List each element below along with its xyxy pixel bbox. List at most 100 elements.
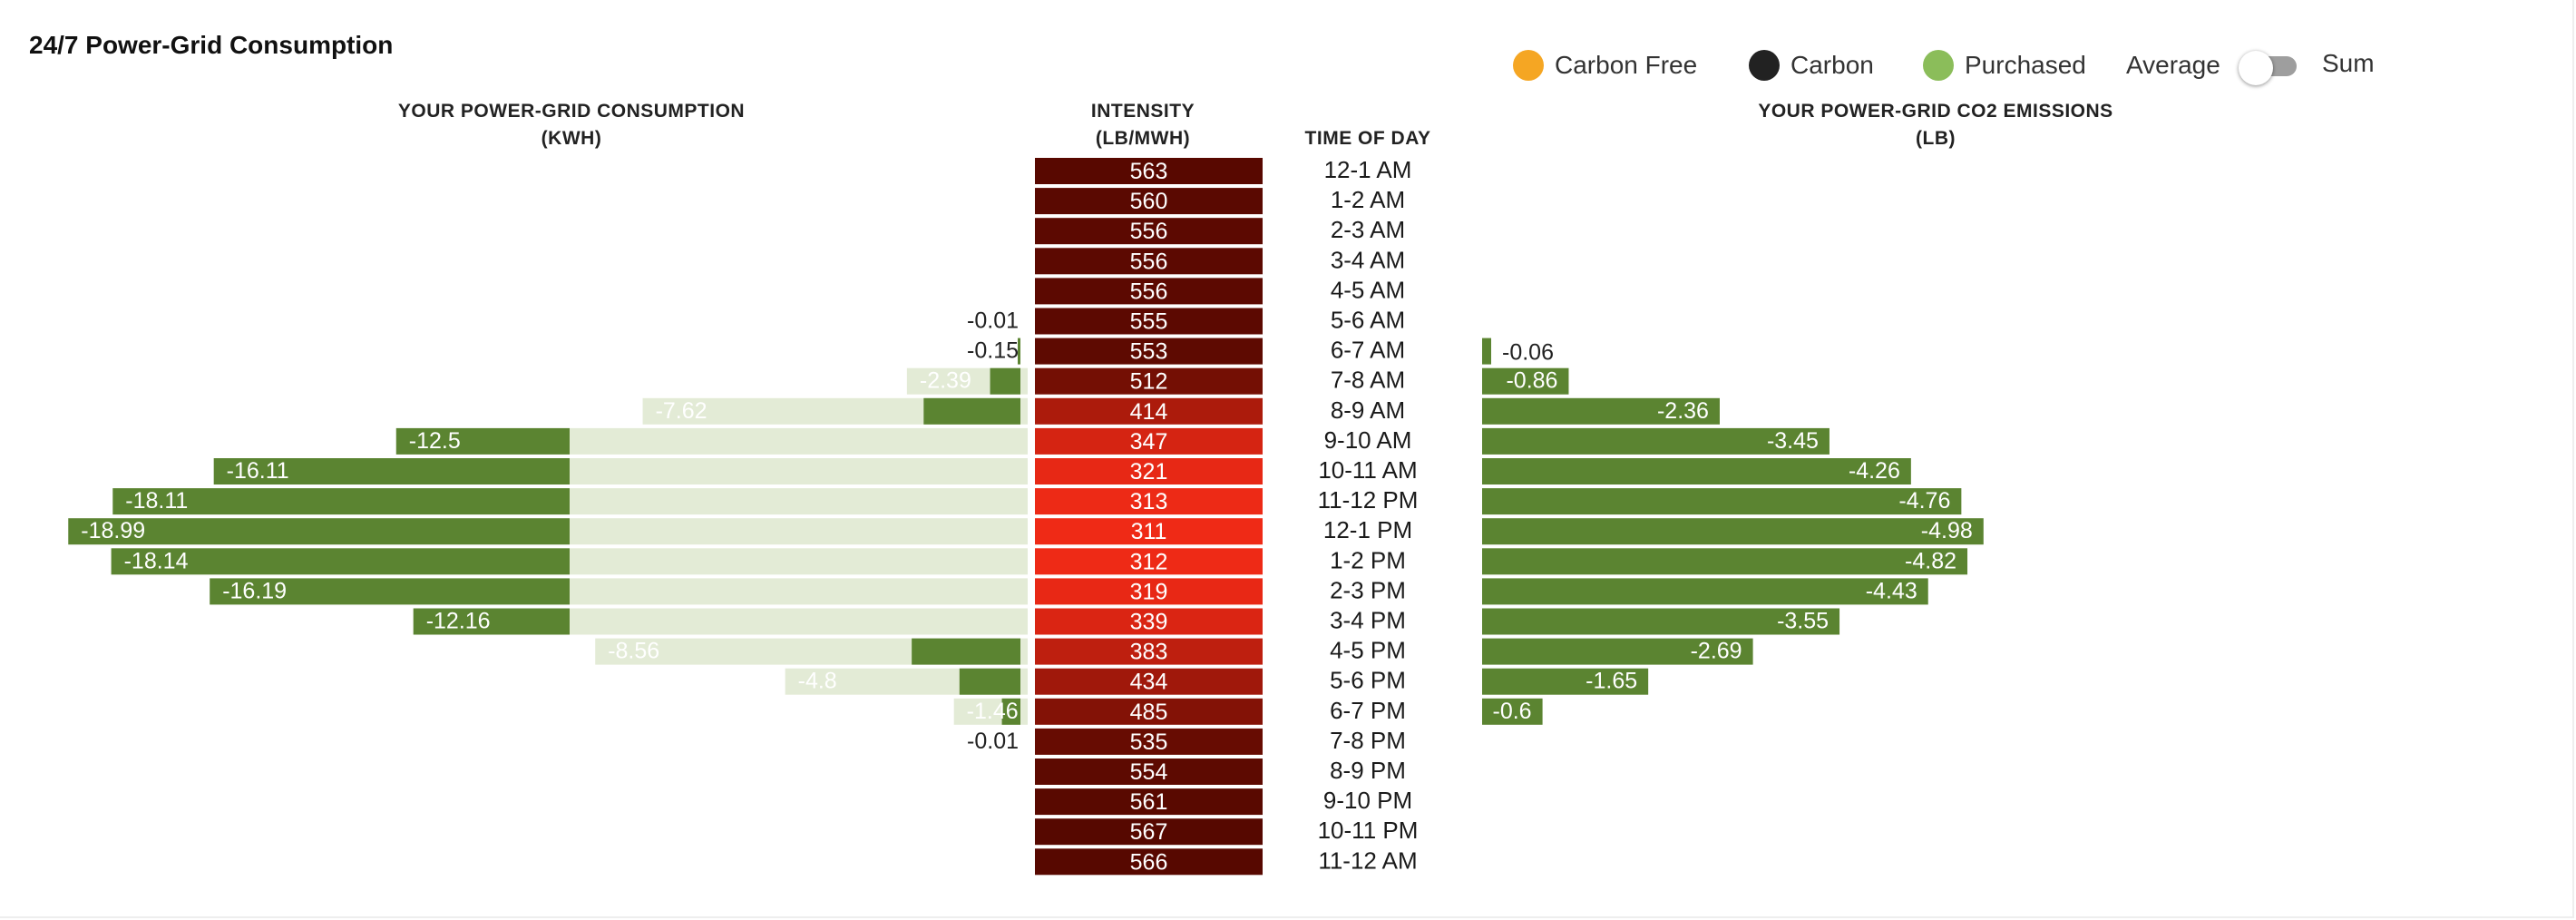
time-of-day-label: 2-3 PM (1330, 576, 1406, 603)
intensity-cell (1035, 759, 1263, 785)
time-of-day-label: 1-2 AM (1331, 186, 1405, 213)
time-of-day-label: 9-10 AM (1324, 426, 1412, 454)
consumption-track (570, 488, 1028, 515)
purchased-swatch-icon (1923, 50, 1954, 81)
intensity-cell (1035, 278, 1263, 305)
emissions-bar (1482, 698, 1543, 725)
emissions-value-label: -0.86 (1506, 368, 1557, 394)
emissions-value-label: -4.26 (1849, 458, 1900, 484)
intensity-cell (1035, 518, 1263, 545)
emissions-value-label: -0.06 (1502, 340, 1554, 366)
consumption-value-label: -18.14 (124, 548, 189, 573)
chart-title: 24/7 Power-Grid Consumption (29, 31, 394, 59)
intensity-value: 311 (1131, 519, 1167, 544)
consumption-value-label: -8.56 (608, 639, 659, 664)
toggle-knob (2239, 51, 2273, 85)
time-of-day-label: 5-6 AM (1331, 307, 1405, 334)
intensity-value: 339 (1130, 610, 1168, 635)
intensity-value: 554 (1130, 759, 1168, 785)
intensity-cell (1035, 728, 1263, 755)
intensity-cell (1035, 848, 1263, 876)
intensity-value: 553 (1130, 339, 1168, 365)
time-of-day-label: 8-9 AM (1331, 396, 1405, 424)
legend-item-carbon-free[interactable]: Carbon Free (1513, 47, 1697, 83)
time-of-day-label: 11-12 AM (1318, 847, 1417, 874)
legend-item-purchased[interactable]: Purchased (1923, 47, 2086, 83)
emissions-bar (1482, 338, 1491, 365)
consumption-value-label: -12.5 (409, 428, 461, 454)
toggle-label-average: Average (2126, 51, 2220, 79)
time-of-day-label: 5-6 PM (1330, 667, 1406, 694)
intensity-heading: INTENSITY (LB/MWH) (1090, 101, 1195, 149)
intensity-value: 321 (1130, 459, 1168, 484)
consumption-track (570, 608, 1028, 635)
intensity-cell (1035, 427, 1263, 455)
emissions-bar (1482, 638, 1753, 665)
time-of-day-label: 3-4 PM (1330, 607, 1406, 634)
emissions-heading: YOUR POWER-GRID CO2 EMISSIONS (LB) (1758, 101, 2113, 149)
intensity-cell (1035, 367, 1263, 395)
consumption-bar (959, 668, 1020, 695)
time-of-day-label: 12-1 AM (1324, 156, 1412, 183)
emissions-value-label: -3.55 (1777, 609, 1829, 634)
emissions-bar (1482, 668, 1649, 695)
intensity-value: 512 (1130, 369, 1168, 395)
emissions-bar (1482, 578, 1928, 605)
intensity-value: 434 (1130, 670, 1168, 695)
intensity-value: 319 (1130, 579, 1168, 604)
consumption-bar (923, 397, 1020, 425)
consumption-value-label: -2.39 (920, 368, 971, 394)
consumption-bar (1018, 338, 1020, 365)
emissions-bar (1482, 488, 1962, 515)
intensity-cell (1035, 638, 1263, 665)
intensity-cell (1035, 338, 1263, 365)
consumption-track (570, 427, 1028, 455)
emissions-bar (1482, 518, 1984, 545)
consumption-bar (413, 608, 570, 635)
consumption-track (570, 518, 1028, 545)
legend-item-carbon[interactable]: Carbon (1749, 47, 1874, 83)
emissions-value-label: -0.6 (1493, 699, 1532, 724)
time-of-day-label: 1-2 PM (1330, 546, 1406, 573)
intensity-value: 556 (1130, 219, 1168, 244)
intensity-cell (1035, 548, 1263, 575)
time-of-day-label: 6-7 AM (1331, 337, 1405, 364)
intensity-cell (1035, 308, 1263, 335)
time-of-day-label: 7-8 AM (1331, 367, 1405, 394)
intensity-cell (1035, 818, 1263, 846)
intensity-cell (1035, 458, 1263, 484)
consumption-bar (213, 458, 570, 484)
legend-label: Carbon (1791, 51, 1874, 79)
time-of-day-label: 3-4 AM (1331, 246, 1405, 273)
intensity-value: 535 (1130, 729, 1168, 755)
toggle-label-sum: Sum (2322, 49, 2375, 77)
intensity-cell (1035, 788, 1263, 816)
emissions-bar (1482, 458, 1911, 484)
consumption-bar (68, 518, 570, 545)
consumption-bar (111, 548, 571, 575)
consumption-heading: YOUR POWER-GRID CONSUMPTION (KWH) (397, 101, 746, 149)
consumption-track (570, 578, 1028, 605)
time-of-day-label: 10-11 AM (1318, 456, 1417, 484)
consumption-value-label: -18.11 (125, 488, 188, 514)
intensity-value: 566 (1130, 849, 1168, 875)
time-of-day-label: 12-1 PM (1323, 516, 1412, 543)
emissions-value-label: -4.98 (1921, 518, 1973, 543)
consumption-value-label: -0.15 (967, 338, 1019, 364)
consumption-value-label: -1.46 (967, 699, 1019, 724)
consumption-track (570, 548, 1028, 575)
average-sum-toggle[interactable] (2239, 51, 2300, 85)
consumption-value-label: -0.01 (967, 308, 1019, 334)
time-of-day-label: 10-11 PM (1318, 817, 1419, 844)
time-of-day-label: 6-7 PM (1330, 697, 1406, 724)
legend-label: Purchased (1965, 51, 2086, 79)
time-of-day-label: 4-5 PM (1330, 637, 1406, 664)
time-of-day-label: 11-12 PM (1318, 486, 1419, 514)
intensity-value: 555 (1130, 309, 1168, 335)
intensity-cell (1035, 668, 1263, 695)
emissions-value-label: -4.43 (1866, 578, 1917, 603)
intensity-value: 383 (1130, 640, 1168, 665)
intensity-value: 485 (1130, 700, 1168, 725)
intensity-cell (1035, 608, 1263, 635)
